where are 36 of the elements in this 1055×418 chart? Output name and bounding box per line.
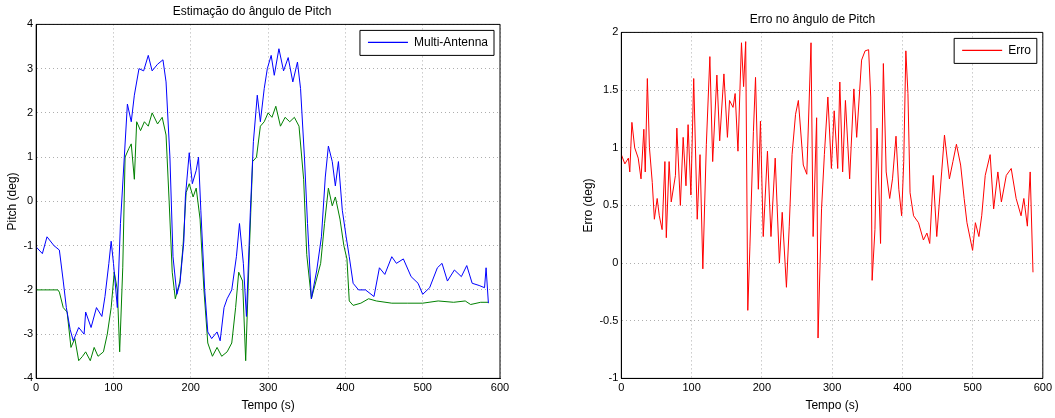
x-tick-label: 500 (963, 381, 982, 394)
x-tick-label: 200 (752, 381, 772, 394)
y-tick-label: 1 (27, 150, 34, 163)
x-axis-title: Tempo (s) (241, 398, 295, 413)
y-axis-title: Erro (deg) (580, 178, 595, 233)
x-tick-label: 600 (490, 381, 510, 394)
chart-title: Estimação do ângulo de Pitch (172, 3, 332, 18)
y-tick-label: -4 (23, 371, 34, 384)
legend-label: Multi-Antenna (413, 34, 489, 49)
y-tick-label: 2 (27, 105, 34, 118)
y-tick-label: 4 (27, 17, 34, 30)
x-tick-label: 100 (682, 381, 701, 394)
y-tick-label: 2 (612, 25, 619, 38)
y-tick-label: -1 (608, 371, 619, 384)
y-tick-label: -3 (23, 327, 34, 340)
y-tick-label: -0.5 (599, 313, 619, 326)
chart-title: Erro no ângulo de Pitch (749, 11, 876, 26)
y-tick-label: 0.5 (603, 198, 619, 211)
y-tick-label: -2 (23, 282, 34, 295)
y-tick-label: 0 (612, 256, 619, 269)
x-tick-label: 100 (104, 381, 123, 394)
y-tick-label: 1 (612, 140, 619, 153)
y-tick-label: 0 (27, 194, 34, 207)
legend-label: Erro (1008, 42, 1032, 57)
x-tick-label: 600 (1033, 381, 1052, 394)
x-tick-label: 200 (181, 381, 200, 394)
x-tick-label: 500 (413, 381, 432, 394)
x-tick-label: 400 (893, 381, 912, 394)
x-tick-label: 300 (258, 381, 278, 394)
x-tick-label: 400 (336, 381, 355, 394)
y-axis-title: Pitch (deg) (4, 172, 19, 231)
x-axis-title: Tempo (s) (805, 398, 859, 413)
x-tick-label: 300 (822, 381, 842, 394)
y-tick-label: -1 (23, 238, 34, 251)
y-tick-label: 1.5 (603, 83, 619, 96)
y-tick-label: 3 (27, 61, 34, 74)
